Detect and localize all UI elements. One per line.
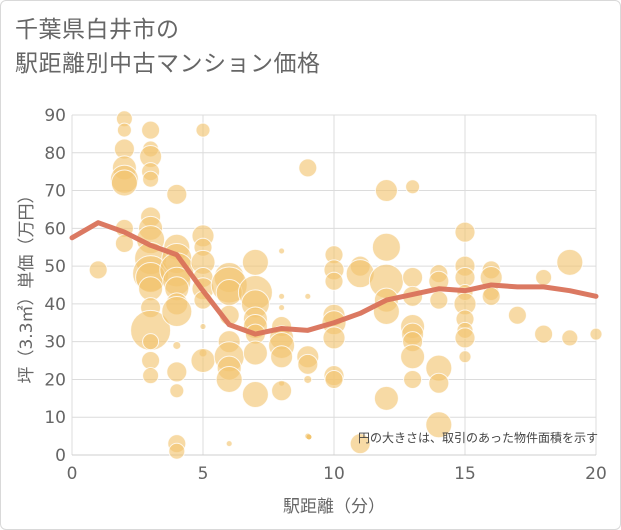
- bubble-point: [195, 122, 211, 138]
- bubble-point: [304, 292, 312, 300]
- tick-layer: 0 10 20 30 40 50 60 70 80 90 0 5 10 15 20: [44, 106, 606, 484]
- bubble-point: [278, 304, 286, 312]
- bubble-point: [110, 169, 138, 197]
- bubble-point: [349, 433, 371, 455]
- bubble-point: [405, 179, 421, 195]
- y-tick-label-20: 20: [44, 370, 66, 390]
- bubble-point: [241, 248, 269, 276]
- bubble-point: [142, 170, 160, 188]
- bubble-point: [88, 260, 108, 280]
- y-axis-label: 坪（3.3㎡）単価（万円）: [17, 186, 37, 383]
- x-tick-label-0: 0: [67, 464, 78, 484]
- y-tick-label-90: 90: [44, 106, 66, 126]
- chart-title: 千葉県白井市の 駅距離別中古マンション価格: [15, 13, 321, 81]
- bubble-point: [429, 290, 449, 310]
- bubble-point: [130, 309, 172, 351]
- y-tick-label-40: 40: [44, 295, 66, 315]
- bubble-point: [373, 385, 399, 411]
- x-tick-label-10: 10: [323, 464, 345, 484]
- bubble-point: [298, 158, 318, 178]
- bubble-point: [142, 333, 160, 351]
- bubble-point: [241, 381, 269, 409]
- bubble-point: [166, 183, 188, 205]
- bubble-point: [454, 221, 476, 243]
- bubble-point: [303, 374, 313, 384]
- bubble-point: [402, 266, 424, 288]
- bubble-point: [324, 271, 344, 291]
- y-tick-label-10: 10: [44, 408, 66, 428]
- x-tick-label-15: 15: [454, 464, 476, 484]
- bubble-point: [271, 380, 293, 402]
- bubble-point: [242, 340, 268, 366]
- x-tick-label-20: 20: [585, 464, 607, 484]
- bubble-point: [297, 353, 319, 375]
- y-tick-label-0: 0: [55, 446, 66, 466]
- bubble-point: [168, 442, 186, 460]
- y-tick-label-60: 60: [44, 219, 66, 239]
- bubble-point: [190, 348, 216, 374]
- bubble-point: [589, 327, 603, 341]
- average-trend-line: [69, 220, 599, 337]
- y-tick-label-30: 30: [44, 333, 66, 353]
- bubble-point: [534, 324, 554, 344]
- bubble-point: [322, 326, 346, 350]
- y-tick-label-70: 70: [44, 182, 66, 202]
- bubble-point: [507, 305, 527, 325]
- bubble-point: [374, 179, 398, 203]
- bubble-point: [166, 361, 188, 383]
- bubble-point: [199, 323, 207, 331]
- trend-layer: [69, 220, 599, 337]
- bubble-point: [142, 367, 160, 385]
- bubble-point: [278, 292, 286, 300]
- chart-title-line1: 千葉県白井市の: [15, 17, 180, 43]
- chart-title-line2: 駅距離別中古マンション価格: [15, 51, 321, 77]
- note-bubble-icon: [306, 434, 312, 440]
- y-tick-label-50: 50: [44, 257, 66, 277]
- bubble-point: [278, 247, 286, 255]
- bubble-point: [403, 369, 423, 389]
- bubble-point: [141, 120, 161, 140]
- bubble-point: [116, 122, 132, 138]
- bubble-point: [481, 286, 501, 306]
- bubble-point: [561, 329, 579, 347]
- bubble-point: [161, 295, 193, 327]
- bubble-point: [428, 372, 450, 394]
- x-tick-label-5: 5: [198, 464, 209, 484]
- x-axis-label: 駅距離（分）: [283, 497, 385, 517]
- bubble-point: [225, 440, 233, 448]
- bubble-point: [324, 369, 344, 389]
- bubble-point: [458, 350, 472, 364]
- bubble-point: [169, 383, 185, 399]
- bubble-point: [172, 340, 182, 350]
- bubble-point: [400, 344, 426, 370]
- bubble-point: [535, 268, 553, 286]
- bubble-point: [556, 248, 584, 276]
- bubble-point: [425, 411, 453, 439]
- y-tick-label-80: 80: [44, 144, 66, 164]
- bubble-point: [215, 365, 243, 393]
- bubble-point: [270, 345, 294, 369]
- bubble-point: [454, 327, 476, 349]
- bubble-point: [371, 232, 401, 262]
- bubble-point: [141, 351, 161, 371]
- size-note: 円の大きさは、取引のあった物件面積を示す: [358, 430, 598, 445]
